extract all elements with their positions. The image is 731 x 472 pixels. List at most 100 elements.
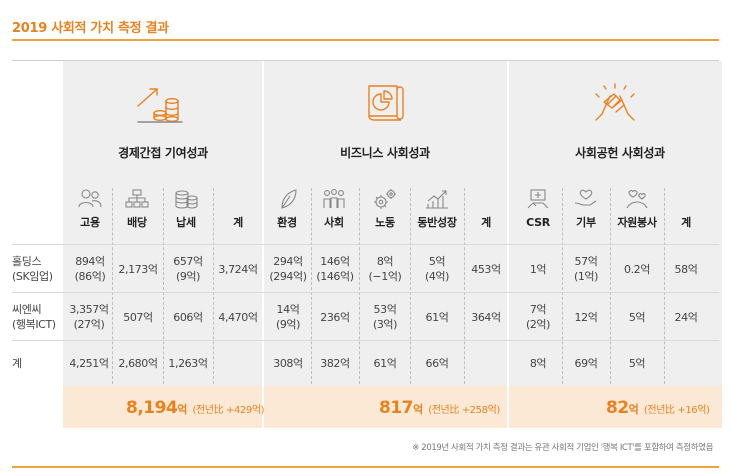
table-cell: 0.2억 xyxy=(623,263,650,276)
section-title-social: 사회공헌 사회성과 xyxy=(575,146,665,160)
table-cell: 24억 xyxy=(674,311,698,324)
table-cell: 58억 xyxy=(674,263,698,276)
col-donation: 기부 xyxy=(566,188,606,230)
economic-total-band xyxy=(63,386,262,428)
table-cell: 657억 (9억) xyxy=(173,255,203,283)
col-dividend: 배당 xyxy=(114,188,160,230)
table-cell: 294억 (294억) xyxy=(269,255,307,283)
col-divider xyxy=(311,188,312,384)
grand-total-delta: (전년比 +16억) xyxy=(643,405,710,416)
table-cell: 7억 (2억) xyxy=(525,303,551,331)
title-rule xyxy=(12,39,719,41)
section-title-economic: 경제간접 기여성과 xyxy=(118,146,208,160)
col-divider xyxy=(163,188,164,384)
footnote: ※ 2019년 사회적 가치 측정 결과는 유관 사회적 기업인 '행복 ICT… xyxy=(412,443,713,453)
table-cell: 364억 xyxy=(471,311,501,324)
business-panel xyxy=(264,61,507,386)
table-cell: 146억 (146억) xyxy=(316,255,354,283)
economic-grand-total: 8,194억 (전년比 +429억) xyxy=(126,398,265,418)
table-cell: 3,724억 xyxy=(218,263,258,276)
table-cell: 507억 xyxy=(123,311,153,324)
table-cell: 453억 xyxy=(471,263,501,276)
social-contribution-panel xyxy=(509,61,722,386)
joined-hands-icon xyxy=(590,80,640,124)
col-shared-growth: 동반성장 xyxy=(412,188,462,230)
table-cell: 61억 xyxy=(373,357,397,370)
handshake-box-icon xyxy=(527,189,549,209)
table-cell: 1억 xyxy=(529,263,547,276)
heart-hand-icon xyxy=(574,189,597,206)
report-chart-icon xyxy=(361,80,411,124)
grand-total-value: 82 xyxy=(606,398,629,418)
grand-total-value: 817 xyxy=(379,398,414,418)
table-cell: 5억 (4억) xyxy=(424,255,450,283)
social-grand-total: 82억 (전년比 +16억) xyxy=(606,398,710,418)
col-divider xyxy=(464,188,465,384)
table-cell: 69억 xyxy=(574,357,598,370)
table-cell: 2,680억 xyxy=(118,357,158,370)
business-total-band xyxy=(264,386,507,428)
section-title-business: 비즈니스 사회성과 xyxy=(340,146,430,160)
header-rule xyxy=(12,60,719,61)
business-grand-total: 817억 (전년比 +258억) xyxy=(379,398,500,418)
gears-icon xyxy=(374,189,396,209)
table-cell: 8억 xyxy=(529,357,547,370)
col-volunteer: 자원봉사 xyxy=(612,188,662,230)
table-cell: 53억 (3억) xyxy=(372,303,398,331)
coins-growth-icon xyxy=(134,82,184,126)
table-cell: 61억 xyxy=(425,311,449,324)
grand-total-delta: (전년比 +429억) xyxy=(192,405,265,416)
col-labor: 노동 xyxy=(362,188,408,230)
col-economic-sum: 계 xyxy=(233,216,243,229)
col-environment: 환경 xyxy=(268,188,306,230)
row-rule xyxy=(12,340,719,341)
row-label-holdings: 홀딩스 (SK임업) xyxy=(12,255,53,283)
grand-total-unit: 억 xyxy=(177,403,188,416)
row-label-total: 계 xyxy=(12,357,22,370)
grand-total-unit: 억 xyxy=(413,403,424,416)
row-label-cnc: 씨엔씨 (행복ICT) xyxy=(12,303,56,331)
grand-total-unit: 억 xyxy=(628,403,639,416)
table-cell: 4,251억 xyxy=(69,357,109,370)
table-cell: 308억 xyxy=(273,357,303,370)
social-total-band xyxy=(509,386,722,428)
leaf-icon xyxy=(281,189,297,209)
table-cell: 2,173억 xyxy=(118,263,158,276)
table-cell: 5억 xyxy=(628,357,646,370)
col-society: 사회 xyxy=(314,188,354,230)
table-cell: 894억 (86억) xyxy=(74,255,106,283)
table-cell: 3,357억 (27억) xyxy=(69,303,109,331)
row-rule xyxy=(12,292,719,293)
col-csr: CSR xyxy=(518,188,558,230)
table-cell: 236억 xyxy=(320,311,350,324)
col-business-sum: 계 xyxy=(481,216,491,229)
col-social-sum: 계 xyxy=(681,216,691,229)
col-divider xyxy=(664,188,665,384)
table-cell: 57억 (1억) xyxy=(573,255,599,283)
table-cell: 5억 xyxy=(628,311,646,324)
coin-stack-icon xyxy=(175,190,198,209)
col-divider xyxy=(610,188,611,384)
table-cell: 4,470억 xyxy=(218,311,258,324)
grand-total-delta: (전년比 +258억) xyxy=(428,405,500,416)
col-divider xyxy=(112,188,113,384)
table-cell: 1,263억 xyxy=(168,357,208,370)
col-employment: 고용 xyxy=(70,188,110,230)
table-cell: 14억 (9억) xyxy=(275,303,301,331)
volunteer-hearts-icon xyxy=(626,190,648,209)
col-divider xyxy=(410,188,411,384)
table-cell: 66억 xyxy=(425,357,449,370)
table-cell: 8억 (−1억) xyxy=(368,255,402,283)
page-title: 2019 사회적 가치 측정 결과 xyxy=(12,21,169,36)
col-divider xyxy=(213,188,214,384)
col-tax: 납세 xyxy=(166,188,206,230)
bottom-rule xyxy=(12,466,719,468)
people-icon xyxy=(78,189,102,208)
col-divider xyxy=(562,188,563,384)
org-chart-icon xyxy=(125,189,149,208)
row-rule xyxy=(12,244,719,245)
table-cell: 606억 xyxy=(173,311,203,324)
growth-chart-icon xyxy=(426,190,448,209)
crowd-icon xyxy=(323,189,345,208)
col-divider xyxy=(359,188,360,384)
